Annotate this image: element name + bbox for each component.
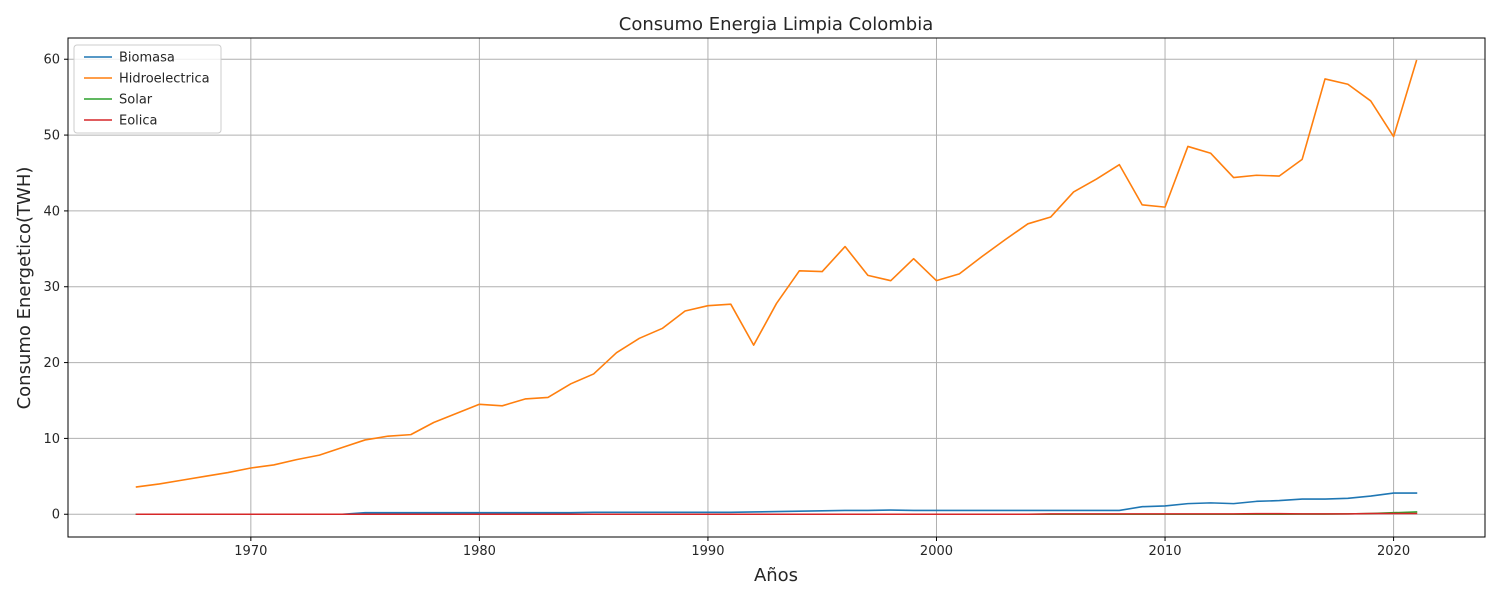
y-tick-label: 50 <box>43 129 60 144</box>
x-tick-label: 2020 <box>1377 544 1410 559</box>
y-axis-title: Consumo Energetico(TWH) <box>14 167 35 410</box>
series-line-eolica <box>135 512 1418 516</box>
x-axis-title: Años <box>754 565 798 586</box>
x-tick-label: 2000 <box>920 544 953 559</box>
y-tick-label: 30 <box>43 280 60 295</box>
series-line-hidroelectrica <box>135 59 1418 488</box>
y-tick-label: 10 <box>43 432 60 447</box>
x-tick-label: 1980 <box>463 544 496 559</box>
x-tick-label: 1970 <box>234 544 267 559</box>
legend-label-eolica: Eolica <box>119 114 158 129</box>
series-lines <box>135 59 1418 516</box>
axis-ticks: 1970 1980 1990 2000 2010 2020 0 10 20 30 40 50 60 <box>43 53 1410 559</box>
legend-label-hidroelectrica: Hidroelectrica <box>119 72 210 87</box>
x-tick-label: 1990 <box>691 544 724 559</box>
chart-title: Consumo Energia Limpia Colombia <box>619 14 934 35</box>
y-tick-label: 0 <box>52 508 60 523</box>
y-tick-label: 20 <box>43 356 60 371</box>
legend-box <box>73 44 222 134</box>
y-tick-label: 60 <box>43 53 60 68</box>
legend-label-solar: Solar <box>119 93 153 108</box>
x-tick-label: 2010 <box>1148 544 1181 559</box>
legend-label-biomasa: Biomasa <box>119 51 175 66</box>
plot-area-frame <box>67 37 1486 538</box>
legend: Biomasa Hidroelectrica Solar Eolica <box>73 44 222 134</box>
y-tick-label: 40 <box>43 204 60 219</box>
